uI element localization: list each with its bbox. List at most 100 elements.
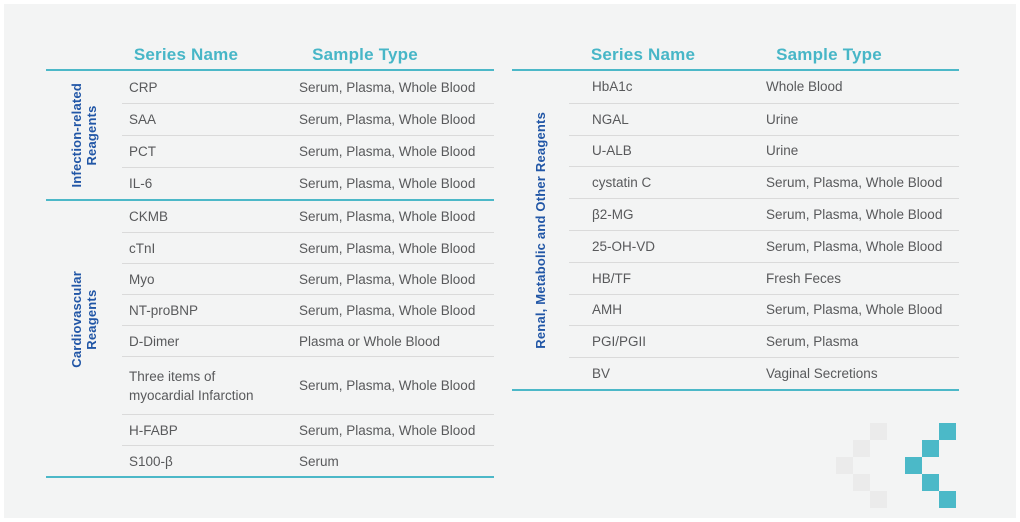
section-cardiovascular: Cardiovascular Reagents CKMB Serum, Plas…: [46, 201, 494, 476]
category-label-cardiovascular: Cardiovascular Reagents: [69, 271, 99, 368]
series-cell: BV: [592, 366, 611, 382]
category-column: Renal, Metabolic and Other Reagents: [512, 71, 569, 389]
series-name-header: Series Name: [133, 45, 239, 64]
table-row: CKMB Serum, Plasma, Whole Blood: [122, 201, 494, 232]
sample-cell: Whole Blood: [766, 79, 843, 95]
bottom-rule: [46, 476, 494, 478]
sample-cell: Serum, Plasma, Whole Blood: [299, 240, 476, 256]
category-column: Infection-related Reagents: [46, 71, 122, 199]
reagent-table-right: Series Name Sample Type Renal, Metabolic…: [512, 40, 959, 391]
table-row: NT-proBNP Serum, Plasma, Whole Blood: [122, 294, 494, 325]
pixel-square: [922, 474, 939, 491]
sample-cell: Serum, Plasma: [766, 334, 859, 350]
sample-cell: Urine: [766, 143, 799, 159]
sample-cell: Serum: [299, 453, 339, 469]
series-cell: CRP: [129, 79, 158, 95]
rows-cardiovascular: CKMB Serum, Plasma, Whole Blood cTnI Ser…: [122, 201, 494, 476]
table-row: HbA1c Whole Blood: [569, 71, 959, 103]
table-row: PCT Serum, Plasma, Whole Blood: [122, 135, 494, 167]
series-cell: PGI/PGII: [592, 334, 647, 350]
sample-type-header: Sample Type: [312, 45, 418, 64]
series-cell: SAA: [129, 112, 157, 127]
sample-cell: Serum, Plasma, Whole Blood: [766, 175, 943, 191]
table-row: CRP Serum, Plasma, Whole Blood: [122, 71, 494, 103]
sample-cell: Vaginal Secretions: [766, 366, 878, 382]
series-cell: S100-β: [129, 453, 173, 469]
table-row: BV Vaginal Secretions: [569, 357, 959, 389]
sample-cell: Serum, Plasma, Whole Blood: [766, 238, 943, 254]
sample-cell: Serum, Plasma, Whole Blood: [299, 378, 476, 393]
table-row: U-ALB Urine: [569, 134, 959, 167]
table-header-right: Series Name Sample Type: [512, 40, 959, 69]
table-row: cystatin C Serum, Plasma, Whole Blood: [569, 166, 959, 198]
table-row: Myo Serum, Plasma, Whole Blood: [122, 263, 494, 294]
sample-cell: Serum, Plasma, Whole Blood: [299, 422, 476, 438]
sample-cell: Serum, Plasma, Whole Blood: [299, 209, 476, 224]
series-cell: cTnI: [129, 240, 156, 256]
series-cell: AMH: [592, 302, 622, 318]
table-row: NGAL Urine: [569, 102, 959, 135]
series-cell: H-FABP: [129, 422, 178, 438]
series-cell: HbA1c: [592, 79, 633, 95]
table-row: AMH Serum, Plasma, Whole Blood: [569, 293, 959, 326]
table-row: PGI/PGII Serum, Plasma: [569, 325, 959, 357]
table-row: Three items of myocardial Infarction Ser…: [122, 356, 494, 414]
pixel-square: [922, 440, 939, 457]
series-cell: cystatin C: [592, 175, 652, 191]
series-cell: U-ALB: [592, 143, 632, 159]
category-label-infection: Infection-related Reagents: [69, 82, 99, 188]
series-cell: PCT: [129, 144, 156, 159]
series-cell: IL-6: [129, 176, 153, 191]
pixel-square: [939, 491, 956, 508]
sample-cell: Serum, Plasma, Whole Blood: [766, 207, 943, 223]
sample-cell: Urine: [766, 111, 799, 127]
table-row: cTnI Serum, Plasma, Whole Blood: [122, 232, 494, 263]
reagent-table-left: Series Name Sample Type Infection-relate…: [46, 40, 494, 478]
category-column: Cardiovascular Reagents: [46, 201, 122, 476]
sample-cell: Serum, Plasma, Whole Blood: [299, 112, 476, 127]
series-cell: Myo: [129, 271, 155, 287]
sample-cell: Serum, Plasma, Whole Blood: [299, 79, 476, 95]
series-cell: NT-proBNP: [129, 302, 199, 318]
table-row: IL-6 Serum, Plasma, Whole Blood: [122, 167, 494, 199]
series-cell: NGAL: [592, 111, 629, 127]
header-rule: [512, 69, 959, 71]
pixel-square: [853, 474, 870, 491]
pixel-square: [870, 491, 887, 508]
content-panel: Series Name Sample Type Infection-relate…: [4, 4, 1016, 518]
pixel-square: [870, 423, 887, 440]
sample-cell: Serum, Plasma, Whole Blood: [299, 176, 476, 191]
pixel-square: [836, 457, 853, 474]
pixel-chevron-teal-icon: [905, 423, 956, 508]
sample-cell: Serum, Plasma, Whole Blood: [299, 271, 476, 287]
bottom-rule: [512, 388, 959, 391]
sample-cell: Fresh Feces: [766, 270, 842, 286]
sample-cell: Serum, Plasma, Whole Blood: [299, 144, 476, 159]
series-cell: D-Dimer: [129, 333, 180, 349]
rows-renal-metabolic: HbA1c Whole Blood NGAL Urine U-ALB Urine…: [569, 71, 959, 389]
table-row: β2-MG Serum, Plasma, Whole Blood: [569, 198, 959, 230]
sample-cell: Serum, Plasma, Whole Blood: [766, 302, 943, 318]
section-divider-rule: [46, 199, 494, 201]
table-row: S100-β Serum: [122, 445, 494, 476]
section-renal-metabolic-other: Renal, Metabolic and Other Reagents HbA1…: [512, 71, 959, 389]
series-cell: Three items of myocardial Infarction: [129, 368, 254, 403]
pixel-square: [905, 457, 922, 474]
table-row: SAA Serum, Plasma, Whole Blood: [122, 103, 494, 135]
sample-type-header: Sample Type: [776, 45, 882, 64]
table-row: D-Dimer Plasma or Whole Blood: [122, 325, 494, 356]
category-label-renal-metabolic: Renal, Metabolic and Other Reagents: [533, 111, 548, 349]
series-cell: CKMB: [129, 209, 169, 224]
table-row: 25-OH-VD Serum, Plasma, Whole Blood: [569, 229, 959, 262]
rows-infection: CRP Serum, Plasma, Whole Blood SAA Serum…: [122, 71, 494, 199]
pixel-chevron-gray-icon: [836, 423, 887, 508]
pixel-square: [939, 423, 956, 440]
pixel-square: [853, 440, 870, 457]
sample-cell: Serum, Plasma, Whole Blood: [299, 302, 476, 318]
table-row: H-FABP Serum, Plasma, Whole Blood: [122, 414, 494, 445]
series-cell: 25-OH-VD: [592, 238, 656, 254]
table-header-left: Series Name Sample Type: [46, 40, 494, 69]
header-rule: [46, 69, 494, 71]
section-infection-related: Infection-related Reagents CRP Serum, Pl…: [46, 71, 494, 199]
